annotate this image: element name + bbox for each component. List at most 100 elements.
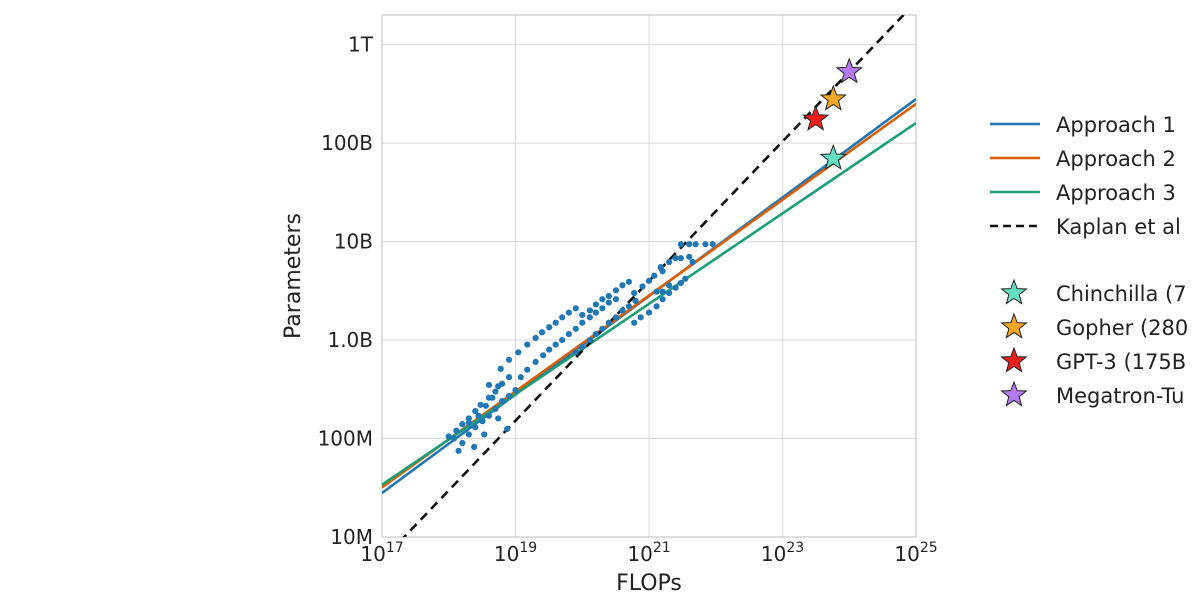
- x-tick-label: 1021: [627, 540, 670, 566]
- scatter-point: [665, 289, 673, 297]
- scatter-point: [605, 292, 612, 300]
- scatter-point: [612, 296, 620, 303]
- legend-label-approach-2: Approach 2: [1056, 147, 1176, 171]
- scatter-point: [572, 325, 579, 332]
- scatter-point: [485, 412, 493, 419]
- scatter-point: [632, 297, 639, 304]
- scatter-point: [481, 431, 488, 438]
- scatter-point: [659, 288, 666, 295]
- scatter-point: [552, 319, 559, 326]
- scatter-point: [619, 282, 626, 289]
- scatter-point: [497, 365, 504, 372]
- legend-label-kaplan-et-al: Kaplan et al: [1056, 215, 1181, 239]
- x-axis-label: FLOPs: [616, 571, 682, 596]
- legend: Approach 1 Approach 2 Approach 3 Kaplan et …: [990, 113, 1188, 408]
- scatter-point: [459, 421, 466, 428]
- scatter-point: [505, 374, 513, 381]
- model-star-gpt-3-175b: [801, 104, 830, 131]
- scatter-point: [499, 397, 506, 405]
- scatter-point: [471, 443, 478, 451]
- scatter-point: [505, 356, 513, 363]
- scatter-point: [682, 275, 689, 282]
- line-kaplan-et-al: [402, 15, 905, 537]
- scatter-point: [659, 296, 666, 303]
- scatter-point: [645, 309, 653, 316]
- model-star-gopher-280: [819, 84, 847, 111]
- model-star-megatron-tu: [835, 57, 863, 84]
- scatter-point: [592, 309, 599, 316]
- y-tick-label: 10M: [330, 525, 373, 549]
- legend-model-label: Chinchilla (7: [1056, 282, 1187, 306]
- scatter-point: [612, 314, 620, 321]
- scatter-point: [599, 296, 606, 303]
- legend-star-icon: [1000, 346, 1028, 373]
- scatter-point: [686, 241, 693, 248]
- legend-star-icon: [1000, 312, 1028, 339]
- scatter-point: [559, 314, 566, 321]
- scatter-point: [672, 254, 679, 262]
- x-tick-label: 1025: [894, 540, 937, 566]
- scatter-point: [485, 381, 493, 389]
- scatter-point: [492, 388, 499, 395]
- scatter-point: [479, 418, 486, 425]
- scatter-point: [677, 279, 684, 287]
- model-star-chinchilla-7: [819, 143, 847, 171]
- scatter-point: [653, 288, 660, 295]
- scatter-point: [686, 253, 693, 260]
- scatter-point: [572, 349, 579, 356]
- scatter-point: [651, 272, 658, 279]
- scatter-point: [639, 283, 646, 290]
- scatter-point: [592, 301, 599, 308]
- scatter-point: [599, 305, 606, 312]
- scatter-point: [450, 435, 458, 442]
- legend-model-label: Megatron-Tu: [1056, 384, 1184, 408]
- scatter-point: [586, 314, 593, 321]
- scatter-point: [532, 334, 539, 342]
- scatter-point: [532, 358, 539, 366]
- scatter-point: [645, 277, 653, 284]
- scatter-point: [565, 309, 572, 316]
- x-tick-label: 1017: [360, 540, 403, 566]
- scatter-point: [540, 352, 547, 359]
- scatter-point: [677, 254, 684, 262]
- scatter-point: [565, 330, 572, 338]
- y-axis-ticks: 10M 100M 1.0B 10B 100B 1T: [318, 33, 374, 549]
- scatter-points: [445, 241, 716, 454]
- y-axis-label: Parameters: [281, 213, 306, 339]
- scatter-point: [631, 289, 638, 297]
- scatter-point: [689, 258, 696, 266]
- scatter-point: [579, 343, 586, 351]
- plot-frame: [381, 14, 917, 538]
- x-axis-ticks: 1017 1019 1021 1023 1025: [360, 540, 937, 566]
- scatter-point: [524, 341, 531, 348]
- scatter-point: [605, 319, 612, 326]
- scatter-point: [445, 433, 452, 440]
- scatter-point: [677, 241, 684, 248]
- scatter-point: [625, 278, 633, 285]
- scatter-point: [455, 447, 462, 454]
- scatter-point: [465, 431, 472, 438]
- scatter-point: [472, 424, 479, 431]
- scatter-point: [489, 394, 496, 401]
- scatter-point: [505, 392, 513, 400]
- scatter-point: [459, 439, 466, 447]
- scatter-point: [702, 241, 709, 248]
- scatter-point: [631, 319, 638, 326]
- legend-model-label: Gopher (280: [1056, 316, 1188, 340]
- scatter-point: [579, 319, 586, 326]
- scatter-point: [495, 383, 502, 390]
- y-tick-label: 1T: [348, 33, 374, 57]
- scatter-point: [586, 336, 593, 344]
- scatter-point: [592, 330, 599, 338]
- scatter-point: [517, 374, 524, 381]
- scatter-point: [665, 282, 673, 289]
- scatter-point: [515, 349, 522, 356]
- model-markers: [801, 57, 863, 171]
- x-tick-label: 1019: [494, 540, 537, 566]
- scatter-point: [625, 303, 633, 310]
- scatter-point: [492, 405, 499, 412]
- x-tick-label: 1023: [761, 540, 804, 566]
- scatter-point: [538, 329, 546, 336]
- legend-star-icon: [1000, 380, 1028, 407]
- scatter-point: [665, 258, 673, 266]
